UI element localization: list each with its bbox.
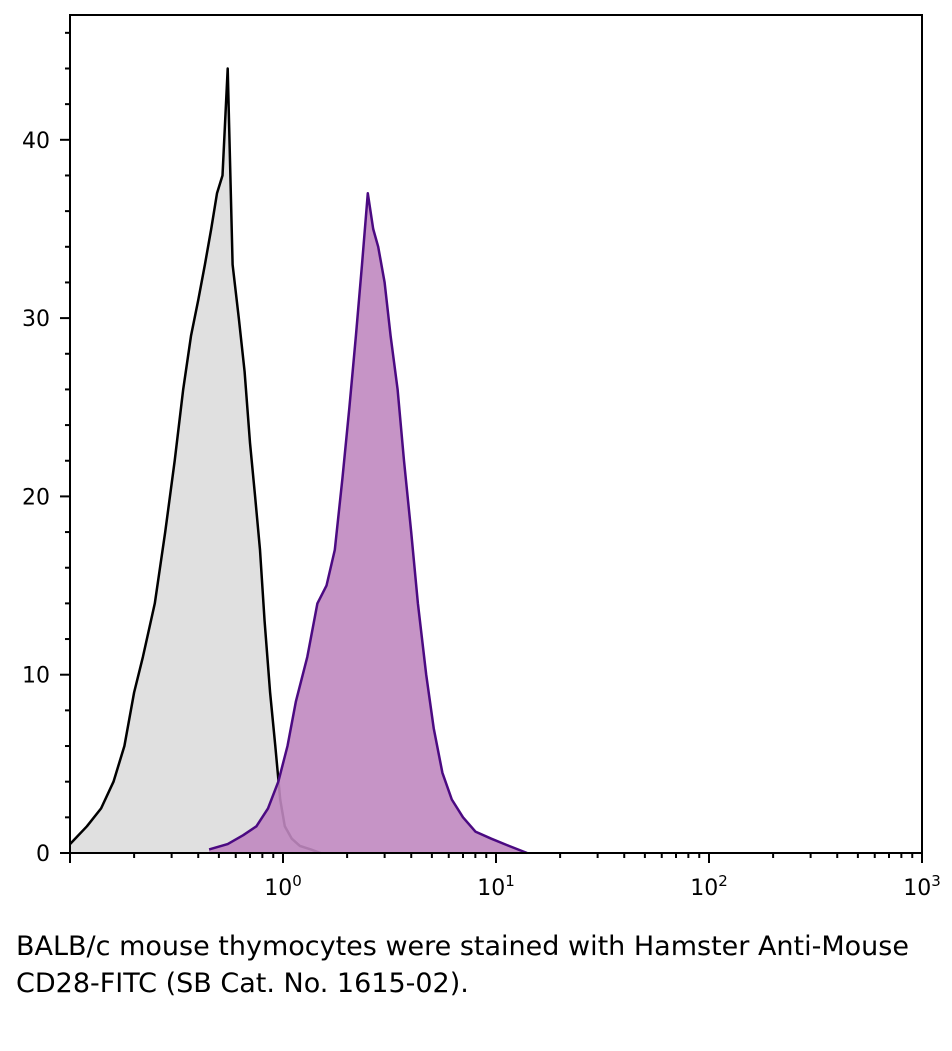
series-1-area xyxy=(70,68,321,853)
x-axis: 100 101 102 103 xyxy=(69,853,941,901)
y-tick-label: 30 xyxy=(22,307,50,332)
x-tick-label: 103 xyxy=(903,872,941,901)
x-tick-label: 101 xyxy=(477,872,515,901)
y-tick-label: 0 xyxy=(36,842,50,867)
series-2-area xyxy=(209,193,528,854)
series-layer xyxy=(69,67,528,855)
y-axis: 0 10 20 30 40 xyxy=(22,31,70,867)
x-tick-label: 100 xyxy=(264,872,302,901)
histogram-chart: 0 10 20 30 40 100 101 102 103 xyxy=(22,14,941,901)
y-tick-label: 20 xyxy=(22,485,50,510)
y-tick-label: 10 xyxy=(22,664,50,689)
series-2-line xyxy=(208,192,528,855)
y-tick-label: 40 xyxy=(22,129,50,154)
figure-caption: BALB/c mouse thymocytes were stained wit… xyxy=(16,931,909,999)
x-tick-label: 102 xyxy=(690,872,728,901)
